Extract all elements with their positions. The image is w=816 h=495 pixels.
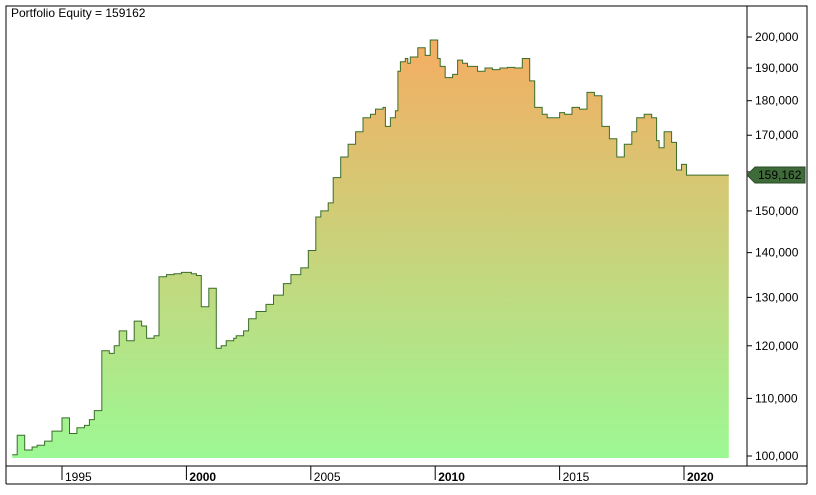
equity-area-layer (12, 39, 729, 458)
chart-title: Portfolio Equity = 159162 (11, 6, 146, 20)
y-tick-label: 120,000 (755, 339, 799, 353)
x-tick-label: 2005 (314, 470, 341, 484)
equity-line (12, 39, 729, 456)
x-tick-label: 1995 (65, 470, 92, 484)
x-axis: 1995 2000 2005 2010 2015 2020 (61, 466, 714, 484)
y-tick-label: 180,000 (755, 94, 799, 108)
y-axis: 100,000 110,000 120,000 130,000 140,000 150,0… (747, 30, 799, 463)
last-value-badge: 159,162 (746, 166, 806, 184)
price-axis-frame (746, 5, 808, 467)
y-tick-label: 170,000 (755, 128, 799, 142)
y-tick-label: 140,000 (755, 246, 799, 260)
y-tick-label: 190,000 (755, 61, 799, 75)
x-tick-label: 2015 (563, 470, 590, 484)
x-tick-label: 2020 (687, 470, 714, 484)
x-tick-label: 2000 (189, 470, 216, 484)
y-tick-label: 200,000 (755, 30, 799, 44)
last-value-label: 159,162 (758, 168, 802, 182)
y-tick-label: 150,000 (755, 204, 799, 218)
equity-area-fill (12, 40, 729, 458)
y-tick-label: 130,000 (755, 290, 799, 304)
y-tick-label: 110,000 (755, 391, 798, 405)
y-tick-label: 100,000 (755, 449, 799, 463)
x-tick-label: 2010 (438, 470, 465, 484)
last-value-badge-shape (746, 166, 806, 184)
